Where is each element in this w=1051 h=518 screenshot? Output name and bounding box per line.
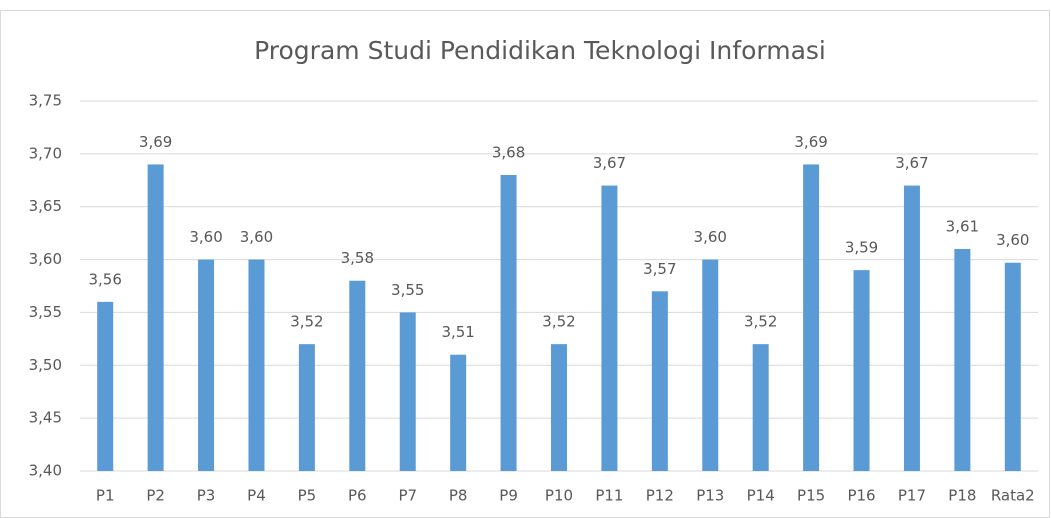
x-tick-label: P5 <box>298 487 317 505</box>
x-tick-label: P1 <box>96 487 115 505</box>
x-tick-label: P16 <box>847 487 875 505</box>
bar <box>198 259 215 471</box>
value-label: 3,56 <box>89 270 122 288</box>
x-tick-label: P10 <box>545 487 573 505</box>
chart-border <box>0 10 1050 518</box>
bar <box>702 259 719 471</box>
x-tick-label: P2 <box>146 487 165 505</box>
bar <box>147 164 164 471</box>
bar <box>954 249 971 471</box>
value-label: 3,52 <box>542 313 575 331</box>
y-tick-label: 3,65 <box>29 197 62 215</box>
value-label: 3,60 <box>694 228 727 246</box>
x-tick-label: P4 <box>247 487 266 505</box>
y-tick-label: 3,55 <box>29 303 62 321</box>
bar <box>601 185 618 472</box>
x-tick-label: P18 <box>948 487 976 505</box>
value-label: 3,58 <box>341 249 374 267</box>
x-tick-label: P7 <box>398 487 417 505</box>
value-label: 3,55 <box>391 281 424 299</box>
value-label: 3,52 <box>744 313 777 331</box>
x-tick-label: P12 <box>646 487 674 505</box>
y-tick-label: 3,70 <box>29 144 62 162</box>
value-label: 3,67 <box>895 154 928 172</box>
x-tick-label: P15 <box>797 487 825 505</box>
bar <box>803 164 820 471</box>
bar <box>97 301 114 471</box>
x-tick-label: Rata2 <box>991 487 1035 505</box>
x-tick-label: P9 <box>499 487 518 505</box>
bar <box>903 185 920 472</box>
x-tick-label: P11 <box>595 487 623 505</box>
y-tick-label: 3,50 <box>29 356 62 374</box>
bar <box>349 280 366 471</box>
y-tick-label: 3,60 <box>29 250 62 268</box>
chart-title: Program Studi Pendidikan Teknologi Infor… <box>254 36 826 65</box>
value-label: 3,68 <box>492 144 525 162</box>
x-tick-label: P8 <box>449 487 468 505</box>
value-label: 3,60 <box>996 231 1029 249</box>
value-label: 3,59 <box>845 239 878 257</box>
bar <box>1004 262 1021 471</box>
bar <box>500 175 517 471</box>
value-label: 3,60 <box>189 228 222 246</box>
value-label: 3,60 <box>240 228 273 246</box>
value-label: 3,51 <box>441 323 474 341</box>
y-tick-label: 3,40 <box>29 462 62 480</box>
bar <box>450 354 467 471</box>
x-tick-label: P17 <box>898 487 926 505</box>
value-label: 3,52 <box>290 313 323 331</box>
y-tick-label: 3,45 <box>29 409 62 427</box>
value-label: 3,61 <box>946 218 979 236</box>
bar <box>248 259 265 471</box>
x-tick-label: P13 <box>696 487 724 505</box>
value-label: 3,57 <box>643 260 676 278</box>
x-tick-label: P6 <box>348 487 367 505</box>
value-label: 3,69 <box>139 133 172 151</box>
bar <box>399 312 416 471</box>
x-tick-label: P3 <box>197 487 216 505</box>
x-tick-label: P14 <box>747 487 775 505</box>
bar <box>651 291 668 471</box>
value-label: 3,69 <box>794 133 827 151</box>
bar <box>298 344 315 471</box>
bar <box>752 344 769 471</box>
bar <box>853 270 870 471</box>
bar <box>551 344 567 471</box>
value-label: 3,67 <box>593 154 626 172</box>
y-tick-label: 3,75 <box>29 92 62 110</box>
